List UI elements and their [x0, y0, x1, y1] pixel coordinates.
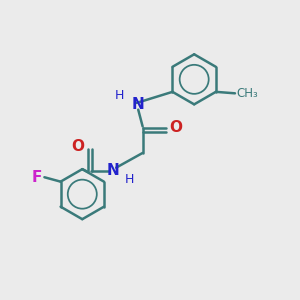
- Text: CH₃: CH₃: [236, 87, 258, 100]
- Text: O: O: [72, 139, 85, 154]
- Text: N: N: [107, 163, 120, 178]
- Text: N: N: [132, 97, 145, 112]
- Text: H: H: [125, 173, 134, 186]
- Text: H: H: [114, 89, 124, 102]
- Text: O: O: [170, 120, 183, 135]
- Text: F: F: [32, 170, 42, 185]
